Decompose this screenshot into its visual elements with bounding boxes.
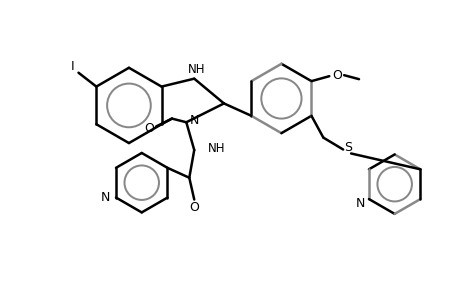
- Text: O: O: [331, 69, 341, 82]
- Text: O: O: [144, 122, 154, 135]
- Text: I: I: [71, 60, 74, 73]
- Text: S: S: [343, 141, 351, 154]
- Text: NH: NH: [207, 142, 225, 154]
- Text: N: N: [101, 191, 110, 204]
- Text: NH: NH: [187, 63, 205, 76]
- Text: N: N: [189, 114, 198, 127]
- Text: O: O: [189, 201, 199, 214]
- Text: N: N: [355, 196, 364, 209]
